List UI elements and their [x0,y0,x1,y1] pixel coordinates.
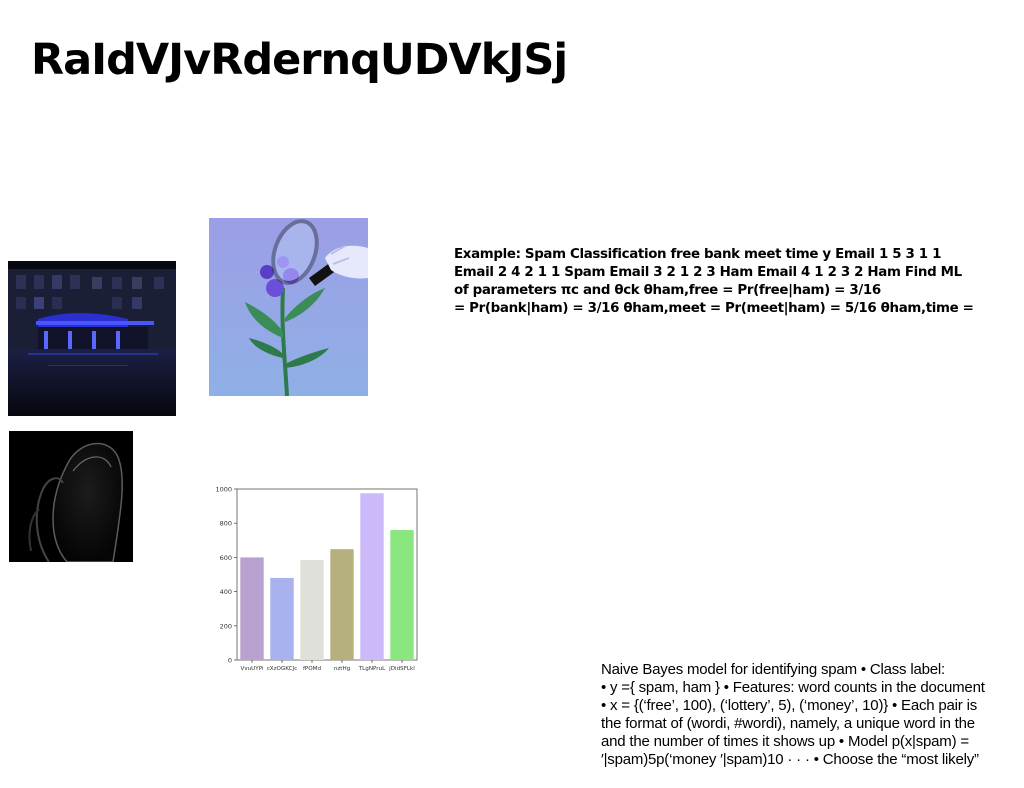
naive-line: Naive Bayes model for identifying spam •… [601,661,945,678]
x-tick-label: fPOMd [303,666,322,672]
y-tick-label: 200 [220,622,232,630]
chart-bars [240,493,414,660]
bar [390,530,414,660]
abstract-swirl-photo [9,431,133,562]
x-tick-label: TLgNPruL [358,666,386,672]
y-tick-label: 600 [220,554,232,562]
naive-line: ′|spam)5p(‘money ′|spam)10 · · · • Choos… [601,751,979,768]
bar-chart: 0 200 400 600 800 1000 VvuUYPi cXzOGKCJc fPOMd n… [215,486,418,672]
street-night-illustration [8,261,176,416]
chart-x-ticks: VvuUYPi cXzOGKCJc fPOMd nztHg TLgNPruL jDidSF… [241,660,415,672]
bar [240,557,264,660]
y-tick-label: 400 [220,588,232,596]
x-tick-label: VvuUYPi [241,666,264,672]
naive-line: and the number of times it shows up • Mo… [601,733,969,750]
naive-bayes-description-text: Naive Bayes model for identifying spam •… [601,661,1024,769]
street-night-photo [8,261,176,416]
example-line: = Pr(bank|ham) = 3/16 θham,meet = Pr(mee… [454,301,974,316]
example-spam-classification-text: Example: Spam Classification free bank m… [454,246,1024,318]
x-tick-label: nztHg [334,666,351,672]
y-tick-label: 0 [228,657,232,665]
naive-line: • x = {(‘free’, 100), (‘lottery’, 5), (‘… [601,697,977,714]
example-line: Email 2 4 2 1 1 Spam Email 3 2 1 2 3 Ham… [454,265,962,280]
page-title: RaIdVJvRdernqUDVkJSj [31,35,568,85]
x-tick-label: jDidSFLkl [388,666,415,672]
plot-frame [236,488,418,661]
chart-axes [236,488,418,661]
flower-magnifier-photo [209,218,368,396]
bar [360,493,384,660]
y-tick-label: 800 [220,520,232,528]
bar [330,549,354,660]
x-tick-label: cXzOGKCJc [267,666,298,672]
bar [300,559,324,660]
naive-line: • y ={ spam, ham } • Features: word coun… [601,679,985,696]
bar [270,577,294,660]
abstract-swirl-illustration [9,431,133,562]
naive-line: the format of (wordi, #wordi), namely, a… [601,715,975,732]
chart-y-ticks: 0 200 400 600 800 1000 [215,486,237,665]
example-line: Example: Spam Classification free bank m… [454,247,942,262]
flower-magnifier-illustration [209,218,368,396]
y-tick-label: 1000 [215,486,232,494]
example-line: of parameters πc and θck θham,free = Pr(… [454,283,881,298]
